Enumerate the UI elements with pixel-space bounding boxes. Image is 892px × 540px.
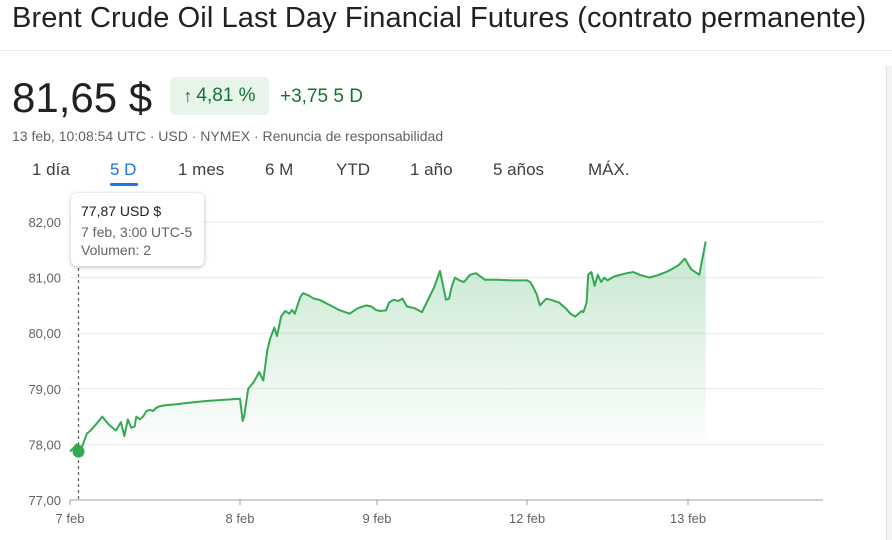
x-tick-label: 8 feb: [226, 511, 255, 526]
tab-1-day[interactable]: 1 día: [32, 160, 70, 179]
change-percent-badge: ↑ 4,81 %: [170, 77, 269, 115]
change-percent-value: 4,81 %: [196, 85, 256, 106]
title-divider: [0, 50, 892, 51]
x-tick-label: 13 feb: [670, 511, 706, 526]
x-tick-label: 12 feb: [509, 511, 545, 526]
tab-6-months[interactable]: 6 M: [265, 160, 294, 179]
change-absolute: +3,75 5 D: [280, 86, 363, 107]
tab-1-year[interactable]: 1 año: [410, 160, 453, 179]
arrow-up-icon: ↑: [183, 85, 193, 106]
hover-tooltip: 77,87 USD $ 7 feb, 3:00 UTC-5 Volumen: 2: [71, 193, 204, 266]
tooltip-price: 77,87 USD $: [81, 203, 162, 219]
tab-max[interactable]: MÁX.: [588, 160, 630, 179]
tab-1-month[interactable]: 1 mes: [178, 160, 225, 179]
y-tick-label: 77,00: [28, 493, 61, 508]
quote-meta: 13 feb, 10:08:54 UTC · USD · NYMEX · Ren…: [12, 128, 444, 144]
x-tick-label: 9 feb: [363, 511, 392, 526]
tab-ytd[interactable]: YTD: [336, 160, 370, 179]
y-tick-label: 78,00: [28, 437, 61, 452]
tab-5-years[interactable]: 5 años: [493, 160, 545, 179]
y-tick-label: 80,00: [28, 326, 61, 341]
active-tab-indicator: [110, 183, 138, 186]
current-price: 81,65 $: [12, 74, 153, 121]
price-series-line: [69, 241, 707, 453]
page-title: Brent Crude Oil Last Day Financial Futur…: [12, 2, 867, 34]
y-tick-label: 79,00: [28, 382, 61, 397]
price-area-fill: [70, 241, 706, 452]
tooltip-volume: Volumen: 2: [81, 242, 152, 258]
y-tick-label: 81,00: [28, 271, 61, 286]
y-tick-label: 82,00: [28, 215, 61, 230]
tab-5-days[interactable]: 5 D: [110, 160, 137, 179]
side-panel-edge: [886, 66, 892, 540]
hover-point[interactable]: [72, 445, 85, 458]
x-tick-label: 7 feb: [56, 511, 85, 526]
tooltip-time: 7 feb, 3:00 UTC-5: [81, 224, 193, 240]
